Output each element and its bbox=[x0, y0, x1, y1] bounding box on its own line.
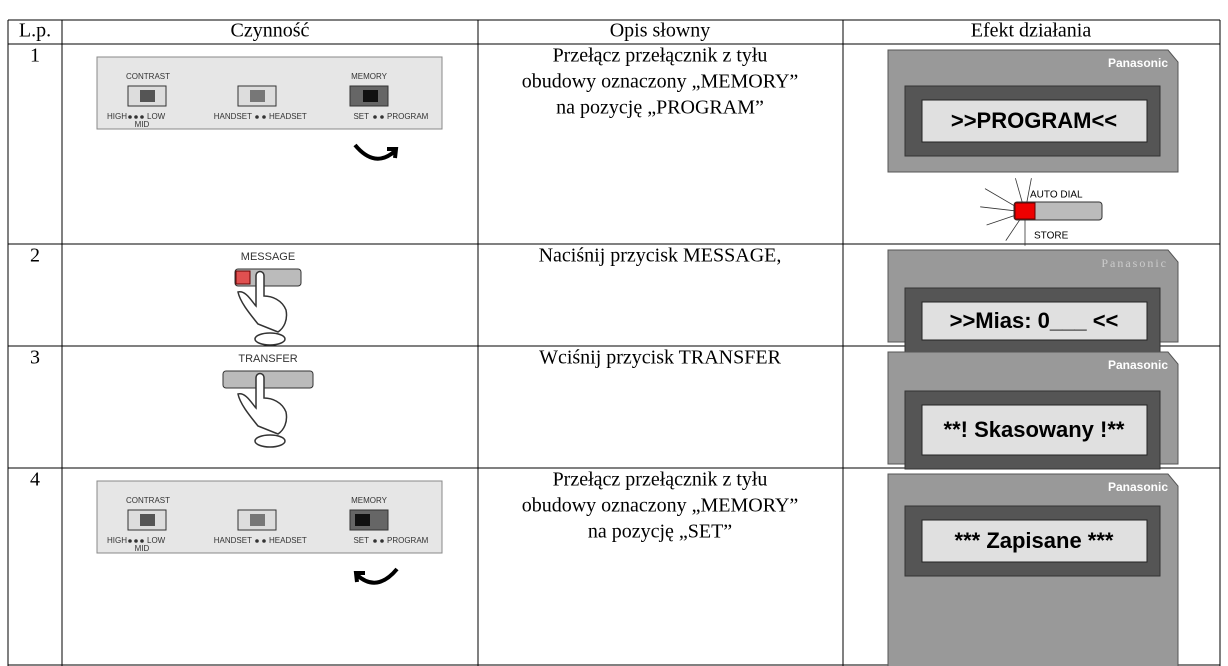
panel-label: LOW bbox=[147, 536, 166, 545]
display-screen bbox=[921, 301, 1148, 341]
row-number: 4 bbox=[30, 469, 40, 491]
brand: Panasonic bbox=[1108, 480, 1168, 494]
brand: Panasonic bbox=[1108, 358, 1168, 372]
switch-knob bbox=[363, 90, 378, 102]
display-screen bbox=[921, 519, 1148, 563]
dot bbox=[380, 115, 384, 119]
dot bbox=[134, 539, 138, 543]
panel-label: HANDSET bbox=[214, 112, 252, 121]
display-text: **! Skasowany !** bbox=[944, 417, 1125, 442]
panel-label: HANDSET bbox=[214, 536, 252, 545]
panel-label: HIGH bbox=[107, 112, 127, 121]
button-label: TRANSFER bbox=[238, 353, 297, 365]
row-number: 1 bbox=[30, 45, 40, 67]
panel-label: HIGH bbox=[107, 536, 127, 545]
indicator-label: STORE bbox=[1034, 231, 1069, 242]
panel-label: SET bbox=[353, 536, 369, 545]
dot bbox=[262, 539, 266, 543]
hand bbox=[237, 372, 288, 435]
display-text: >>Mias: 0___ << bbox=[950, 308, 1119, 333]
dot bbox=[128, 539, 132, 543]
description-line: obudowy oznaczony „MEMORY” bbox=[522, 495, 799, 517]
panel-label: HEADSET bbox=[269, 112, 307, 121]
description-line: Przełącz przełącznik z tyłu bbox=[553, 469, 768, 491]
dot bbox=[134, 115, 138, 119]
dot bbox=[255, 115, 259, 119]
display-text: >>PROGRAM<< bbox=[951, 108, 1117, 133]
description-line: Wciśnij przycisk TRANSFER bbox=[539, 347, 782, 369]
header-cell: Efekt działania bbox=[971, 20, 1092, 42]
dot bbox=[140, 115, 144, 119]
dot bbox=[140, 539, 144, 543]
switch-knob bbox=[355, 514, 370, 526]
button bbox=[222, 370, 314, 389]
description-line: na pozycję „PROGRAM” bbox=[556, 97, 764, 119]
display-screen bbox=[921, 404, 1148, 456]
header-cell: Czynność bbox=[231, 20, 310, 42]
switch-knob bbox=[250, 90, 265, 102]
header-cell: L.p. bbox=[19, 20, 51, 42]
brand: Panasonic bbox=[1101, 256, 1168, 270]
panel-label: PROGRAM bbox=[387, 112, 429, 121]
dot bbox=[255, 539, 259, 543]
dot bbox=[262, 115, 266, 119]
panel-label: SET bbox=[353, 112, 369, 121]
panel-label: MEMORY bbox=[351, 496, 388, 505]
header-cell: Opis słowny bbox=[610, 20, 711, 42]
hand-cuff bbox=[254, 332, 286, 346]
hand bbox=[237, 270, 288, 333]
indicator-led bbox=[1014, 202, 1036, 220]
dot bbox=[373, 115, 377, 119]
hand-cuff bbox=[254, 434, 286, 448]
button-label: MESSAGE bbox=[241, 251, 295, 263]
indicator-label: AUTO DIAL bbox=[1030, 190, 1083, 201]
panel-label: HEADSET bbox=[269, 536, 307, 545]
panel-label: PROGRAM bbox=[387, 536, 429, 545]
dot bbox=[373, 539, 377, 543]
description-line: na pozycję „SET” bbox=[588, 521, 732, 543]
switch-arrow bbox=[353, 143, 399, 161]
dot bbox=[128, 115, 132, 119]
brand: Panasonic bbox=[1108, 56, 1168, 70]
panel-label: CONTRAST bbox=[126, 496, 170, 505]
panel-label: CONTRAST bbox=[126, 72, 170, 81]
button-led bbox=[235, 270, 251, 285]
switch-knob bbox=[140, 514, 155, 526]
row-number: 2 bbox=[30, 245, 40, 267]
panel-label: LOW bbox=[147, 112, 166, 121]
display-text: *** Zapisane *** bbox=[955, 528, 1114, 553]
description-line: Przełącz przełącznik z tyłu bbox=[553, 45, 768, 67]
panel-label: MID bbox=[135, 544, 150, 553]
switch-arrow bbox=[353, 567, 399, 585]
indicator-button bbox=[1013, 201, 1103, 221]
switch-knob bbox=[140, 90, 155, 102]
description-line: Naciśnij przycisk MESSAGE, bbox=[539, 245, 782, 267]
panel-label: MEMORY bbox=[351, 72, 388, 81]
display-screen bbox=[921, 99, 1148, 143]
description-line: obudowy oznaczony „MEMORY” bbox=[522, 71, 799, 93]
switch-knob bbox=[250, 514, 265, 526]
row-number: 3 bbox=[30, 347, 40, 369]
dot bbox=[380, 539, 384, 543]
panel-label: MID bbox=[135, 120, 150, 129]
button bbox=[234, 268, 302, 287]
